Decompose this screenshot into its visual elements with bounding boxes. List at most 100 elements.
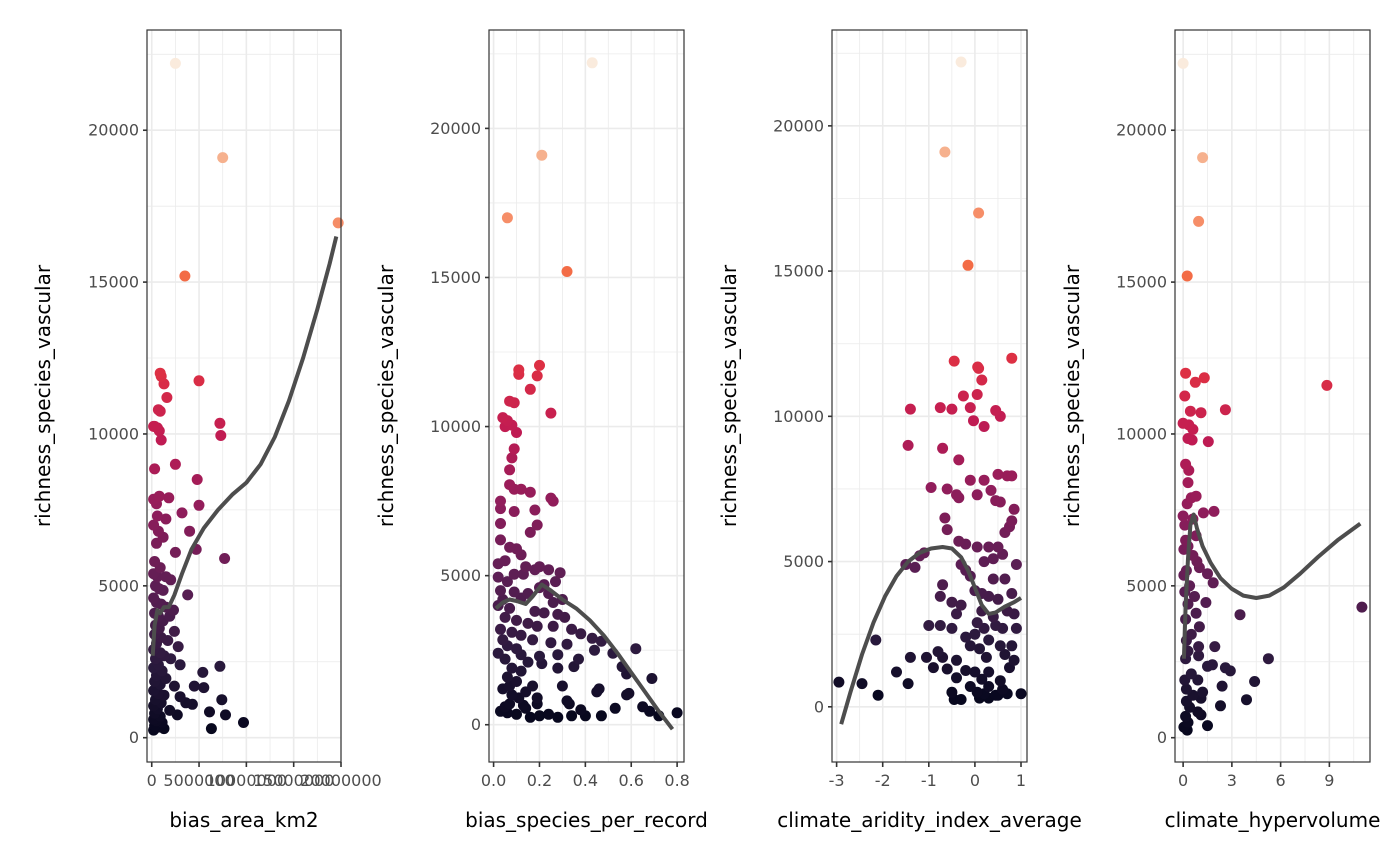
data-point: [946, 403, 958, 415]
data-point: [586, 632, 598, 644]
data-point: [508, 443, 520, 455]
data-point: [566, 623, 578, 635]
y-axis-title: richness_species_vascular: [1060, 264, 1084, 527]
data-point: [941, 663, 953, 675]
data-point: [149, 463, 161, 475]
panel-background: [1175, 30, 1370, 762]
data-point: [511, 676, 522, 687]
data-point: [1180, 683, 1192, 695]
panel-border: [488, 29, 685, 763]
x-tick-label: 9: [1324, 771, 1334, 790]
data-point: [951, 608, 962, 620]
data-point: [575, 704, 587, 716]
data-point: [501, 576, 513, 588]
data-point: [531, 692, 543, 704]
data-point: [506, 626, 518, 638]
data-point: [976, 374, 988, 386]
data-point: [946, 622, 958, 634]
data-point: [1006, 515, 1018, 527]
data-point: [1193, 215, 1205, 227]
data-point: [531, 519, 543, 531]
smooth-trend-line: [1181, 512, 1362, 659]
data-point: [529, 605, 541, 617]
data-point: [997, 683, 1009, 695]
data-point: [964, 402, 976, 414]
y-tick-label: 5000: [1126, 576, 1167, 595]
data-point: [980, 651, 992, 663]
data-point: [499, 555, 511, 567]
data-point: [983, 634, 995, 646]
data-point: [511, 708, 522, 720]
data-point: [536, 149, 548, 161]
data-point: [217, 152, 229, 164]
y-tick-label: 15000: [88, 273, 139, 292]
x-tick-label: 0.2: [527, 771, 552, 790]
data-point: [497, 412, 509, 424]
y-tick-label: 20000: [88, 121, 139, 140]
data-point: [531, 620, 543, 632]
data-point: [566, 710, 578, 722]
data-point: [994, 675, 1006, 687]
data-point: [504, 479, 516, 491]
data-point: [1190, 490, 1202, 502]
data-point: [902, 439, 914, 451]
data-point: [552, 649, 564, 661]
y-tick-label: 20000: [773, 116, 824, 135]
data-point: [238, 717, 249, 728]
data-point: [1184, 405, 1196, 417]
data-point: [856, 678, 868, 690]
y-tick-label: 0: [1157, 728, 1167, 747]
data-point: [534, 650, 545, 662]
data-point: [545, 637, 557, 649]
data-point: [1215, 700, 1226, 712]
data-point: [1177, 57, 1189, 69]
data-point: [1179, 519, 1191, 531]
data-point: [909, 561, 921, 573]
data-point: [904, 403, 916, 415]
x-axis-title: bias_species_per_record: [465, 808, 708, 832]
data-point: [552, 662, 564, 674]
data-point: [515, 665, 527, 677]
data-point: [1197, 152, 1209, 164]
y-tick-label: 5000: [98, 576, 139, 595]
panel-4: 0 5000 10000 15000 20000 0 3 6 9 climate_hypervol…: [1060, 29, 1380, 832]
data-point: [999, 573, 1011, 585]
data-point: [957, 390, 969, 402]
x-tick-label: 20000000: [300, 771, 381, 790]
data-point: [547, 620, 559, 632]
x-tick-label: 0.6: [619, 771, 644, 790]
x-tick-label: -1: [921, 771, 937, 790]
data-point: [1185, 628, 1197, 640]
data-point: [219, 553, 231, 564]
data-point: [501, 671, 513, 683]
data-point: [163, 492, 175, 504]
data-point: [1193, 650, 1205, 662]
data-point: [216, 694, 228, 706]
data-point: [179, 270, 191, 282]
data-point: [1219, 404, 1231, 416]
data-point: [169, 458, 181, 470]
data-point: [149, 556, 161, 567]
data-point: [946, 596, 958, 608]
data-point: [492, 571, 504, 583]
data-point: [506, 452, 518, 464]
smooth-trend-line: [150, 236, 339, 656]
data-point: [962, 259, 974, 271]
data-point: [969, 628, 981, 640]
y-tick-label: 20000: [1116, 121, 1167, 140]
data-point: [987, 573, 999, 585]
data-point: [504, 464, 516, 476]
y-tick-label: 15000: [773, 262, 824, 281]
x-tick-label: 1: [1016, 771, 1026, 790]
data-point: [994, 640, 1006, 652]
data-point: [150, 580, 161, 592]
data-point: [543, 564, 555, 576]
y-tick-label: 15000: [1116, 273, 1167, 292]
y-tick-label: 10000: [88, 424, 139, 443]
data-point: [1179, 390, 1191, 402]
data-point: [1008, 654, 1020, 666]
data-point: [646, 673, 658, 684]
data-point: [215, 430, 227, 441]
data-point: [955, 599, 967, 611]
